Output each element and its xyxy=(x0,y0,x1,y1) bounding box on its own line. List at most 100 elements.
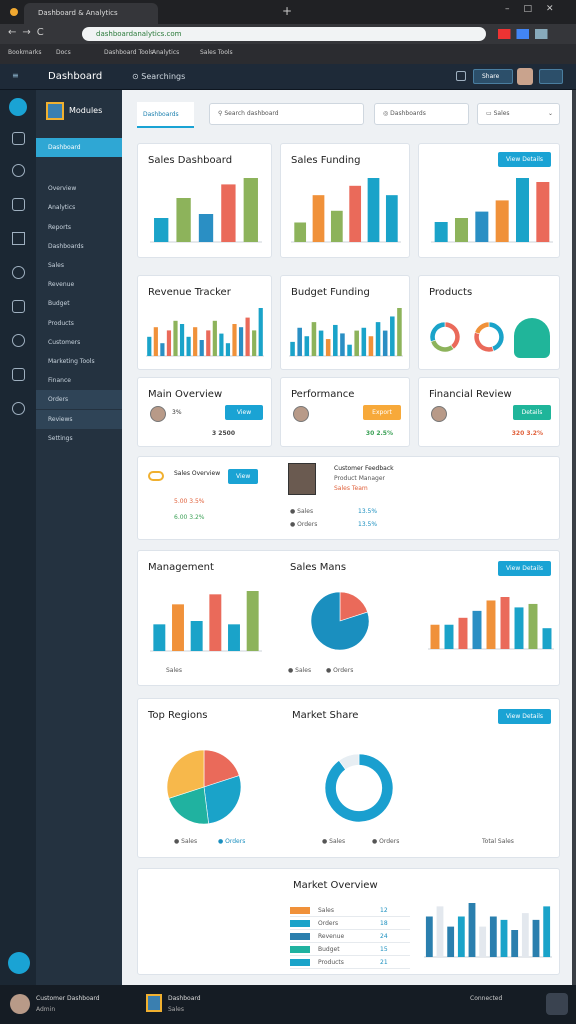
rail-icon[interactable] xyxy=(12,402,25,415)
rail-icon[interactable] xyxy=(12,132,25,145)
new-tab[interactable]: + xyxy=(282,4,293,18)
bar xyxy=(311,322,317,356)
legend: Sales xyxy=(166,667,182,674)
bar xyxy=(245,317,250,356)
note: Sales Team xyxy=(334,485,368,492)
nav-item[interactable]: Marketing Tools xyxy=(48,358,95,365)
extensions[interactable] xyxy=(498,29,560,39)
nav-item[interactable]: Orders xyxy=(36,390,122,410)
button[interactable]: View Details xyxy=(498,152,551,167)
legend: ● Orders xyxy=(218,838,246,845)
legend-text: Sales xyxy=(181,838,198,845)
legend-text: Orders xyxy=(379,838,400,845)
bar xyxy=(246,591,259,651)
button[interactable]: Export xyxy=(363,405,401,420)
bar xyxy=(330,210,343,242)
bar-chart xyxy=(424,903,552,958)
nav-item[interactable]: Revenue xyxy=(48,281,75,289)
rail-icon[interactable] xyxy=(12,368,25,381)
nav-item[interactable]: Budget xyxy=(48,300,70,308)
nav-item[interactable]: Products xyxy=(48,319,74,327)
select[interactable]: ▭ Sales ⌄ xyxy=(477,103,560,125)
item-value: 13.5% xyxy=(358,508,378,515)
tab[interactable]: Dashboards xyxy=(137,102,194,128)
icon xyxy=(148,471,164,481)
nav-item[interactable]: Sales xyxy=(48,262,64,269)
rail-icon[interactable] xyxy=(12,334,25,347)
bar xyxy=(430,624,440,649)
button[interactable]: View xyxy=(225,405,263,420)
nav-item[interactable]: Analytics xyxy=(48,204,76,212)
button[interactable]: View Details xyxy=(498,561,551,576)
bar xyxy=(542,628,552,649)
card-title: Performance xyxy=(291,389,355,400)
card-title: Top Regions xyxy=(148,710,208,721)
nav-item[interactable]: Customers xyxy=(48,338,81,346)
window-controls[interactable]: –□✕ xyxy=(505,4,568,14)
scrollbar[interactable] xyxy=(572,90,576,985)
share-button[interactable]: Share xyxy=(473,69,513,84)
address-row: ←→C dashboardanalytics.com xyxy=(0,24,576,44)
bar xyxy=(212,320,217,356)
rail-icon[interactable] xyxy=(9,98,27,116)
pie-chart xyxy=(310,591,370,651)
donut-hole xyxy=(335,764,383,812)
app-header: ≡ Dashboard ⊙ Searchings Share xyxy=(0,64,576,90)
bookmark[interactable]: Dashboard Tools xyxy=(104,49,154,56)
bar xyxy=(489,916,497,957)
bookmark[interactable]: Bookmarks xyxy=(8,49,42,56)
button[interactable]: View xyxy=(228,469,259,484)
bookmark[interactable]: Analytics xyxy=(152,49,180,56)
label: Orders xyxy=(297,521,318,528)
select[interactable]: ◎ Dashboards xyxy=(374,103,469,125)
rail-icon[interactable] xyxy=(12,164,25,177)
bar xyxy=(225,343,231,356)
card: Main Overview 3% 3 2500 View xyxy=(137,377,272,447)
menu-icon[interactable]: ≡ xyxy=(12,71,19,80)
nav-item[interactable]: Finance xyxy=(48,377,71,385)
avatar xyxy=(150,406,166,422)
bar xyxy=(347,344,352,356)
nav-item[interactable]: Reports xyxy=(48,223,72,231)
cell: Sales xyxy=(318,907,334,914)
nav-item[interactable]: Dashboards xyxy=(48,242,84,250)
nav-item[interactable]: Overview xyxy=(48,185,77,193)
card-title: Management xyxy=(148,562,214,573)
bar xyxy=(228,624,240,651)
bar xyxy=(325,339,331,356)
help-button[interactable] xyxy=(8,952,30,974)
icon-button[interactable] xyxy=(546,993,568,1015)
nav-item[interactable]: Settings xyxy=(48,434,73,442)
search-box[interactable]: ⚲ Search dashboard xyxy=(209,103,364,125)
bar xyxy=(468,903,476,957)
status: Connected xyxy=(470,995,503,1002)
nav-buttons[interactable]: ←→C xyxy=(8,27,50,38)
nav-item[interactable]: Reviews xyxy=(36,409,122,429)
rail-icon[interactable] xyxy=(12,198,25,211)
tab-bar: Dashboard & Analytics + –□✕ xyxy=(0,0,576,24)
bar xyxy=(500,597,510,649)
item-label: ● Orders xyxy=(290,521,318,528)
search[interactable]: ⊙ Searchings xyxy=(132,72,186,81)
rail-icon[interactable] xyxy=(12,232,25,245)
button[interactable]: Details xyxy=(513,405,551,420)
bar xyxy=(173,320,178,356)
url-bar[interactable]: dashboardanalytics.com xyxy=(82,27,486,41)
table-row: Orders 18 xyxy=(290,918,410,930)
icon-button[interactable] xyxy=(539,69,563,84)
avatar[interactable] xyxy=(517,68,533,85)
bar xyxy=(479,926,487,957)
icon[interactable] xyxy=(456,71,466,81)
nav-item[interactable]: Dashboard xyxy=(36,138,122,157)
bar xyxy=(514,607,524,649)
bookmark[interactable]: Sales Tools xyxy=(200,49,233,56)
button[interactable]: View Details xyxy=(498,709,551,724)
rail-icon[interactable] xyxy=(12,266,25,279)
legend: ● Sales xyxy=(288,667,312,674)
bar xyxy=(294,222,307,242)
bar xyxy=(297,327,302,356)
tab[interactable]: Dashboard & Analytics xyxy=(24,3,158,24)
bookmark[interactable]: Docs xyxy=(56,49,71,56)
rail-icon[interactable] xyxy=(12,300,25,313)
card-title: Main Overview xyxy=(148,389,223,400)
